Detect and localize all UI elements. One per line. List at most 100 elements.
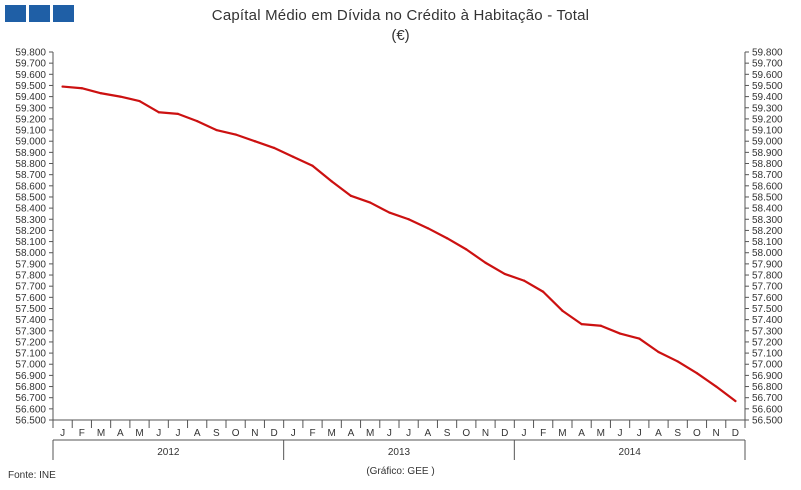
y-tick-label-left: 56.900 — [15, 371, 46, 382]
y-tick-label-right: 56.600 — [752, 404, 783, 415]
y-tick-label-left: 59.600 — [15, 70, 46, 81]
y-tick-label-left: 57.800 — [15, 271, 46, 282]
y-tick-label-left: 57.500 — [15, 304, 46, 315]
source-note: Fonte: INE — [8, 470, 56, 481]
y-tick-label-left: 56.700 — [15, 393, 46, 404]
data-point — [484, 261, 487, 264]
y-tick-label-left: 58.600 — [15, 181, 46, 192]
y-tick-label-right: 56.900 — [752, 371, 783, 382]
x-month-label: A — [348, 428, 355, 439]
data-point — [369, 201, 372, 204]
data-point — [99, 92, 103, 95]
x-month-label: D — [501, 428, 508, 439]
data-point — [561, 309, 564, 312]
y-tick-label-left: 59.300 — [15, 103, 46, 114]
x-month-label: M — [135, 428, 143, 439]
data-point — [311, 164, 314, 167]
y-tick-label-left: 56.500 — [15, 416, 46, 427]
y-tick-label-right: 58.200 — [752, 226, 783, 237]
data-point — [695, 372, 699, 375]
x-month-label: S — [674, 428, 681, 439]
data-point — [407, 218, 410, 221]
y-tick-label-right: 58.400 — [752, 204, 783, 215]
x-month-label: J — [406, 428, 411, 439]
data-point — [715, 385, 718, 388]
x-month-label: M — [558, 428, 566, 439]
data-point — [542, 290, 545, 293]
y-tick-label-right: 59.300 — [752, 103, 783, 114]
data-point — [522, 279, 526, 282]
data-point — [388, 211, 391, 214]
logo — [5, 5, 74, 22]
y-tick-label-right: 56.800 — [752, 382, 783, 393]
y-tick-label-right: 58.100 — [752, 237, 783, 248]
y-tick-label-right: 57.200 — [752, 337, 783, 348]
y-tick-label-left: 57.900 — [15, 259, 46, 270]
data-point — [215, 128, 218, 132]
x-month-label: S — [213, 428, 220, 439]
data-point — [292, 155, 295, 158]
data-point — [618, 332, 622, 335]
data-point — [580, 322, 583, 326]
data-point — [234, 133, 237, 136]
y-tick-label-left: 57.700 — [15, 282, 46, 293]
chart-subtitle: (€) — [391, 27, 410, 44]
data-point — [330, 180, 333, 183]
data-point — [272, 146, 276, 150]
y-tick-label-right: 56.500 — [752, 416, 783, 427]
x-month-label: A — [424, 428, 431, 439]
y-tick-label-right: 57.700 — [752, 282, 783, 293]
y-tick-label-right: 57.600 — [752, 293, 783, 304]
y-tick-label-right: 59.000 — [752, 137, 783, 148]
y-tick-label-right: 58.700 — [752, 170, 783, 181]
data-point — [503, 272, 506, 276]
x-month-label: M — [97, 428, 105, 439]
x-month-label: A — [578, 428, 585, 439]
y-tick-label-left: 58.200 — [15, 226, 46, 237]
data-point — [61, 85, 64, 88]
data-point — [445, 237, 449, 240]
y-tick-label-right: 59.500 — [752, 81, 783, 92]
y-tick-label-right: 58.000 — [752, 248, 783, 259]
x-month-label: S — [444, 428, 451, 439]
y-tick-label-right: 57.800 — [752, 271, 783, 282]
data-point — [465, 248, 468, 251]
credit-note: (Gráfico: GEE ) — [366, 466, 435, 477]
y-tick-label-left: 58.300 — [15, 215, 46, 226]
data-point — [253, 140, 256, 143]
x-month-label: J — [175, 428, 180, 439]
y-tick-label-right: 59.200 — [752, 114, 783, 125]
y-tick-label-right: 58.600 — [752, 181, 783, 192]
logo-block — [5, 5, 26, 22]
y-tick-label-left: 58.100 — [15, 237, 46, 248]
logo-block — [53, 5, 74, 22]
y-tick-label-right: 58.800 — [752, 159, 783, 170]
x-month-label: M — [597, 428, 605, 439]
x-year-label: 2014 — [619, 447, 642, 458]
data-point — [196, 120, 199, 123]
x-month-label: J — [387, 428, 392, 439]
y-tick-label-left: 59.800 — [15, 48, 46, 59]
y-tick-label-left: 56.600 — [15, 404, 46, 415]
y-tick-label-left: 57.200 — [15, 337, 46, 348]
data-point — [80, 87, 83, 90]
x-month-label: D — [732, 428, 739, 439]
data-point — [676, 360, 679, 363]
y-tick-label-left: 58.000 — [15, 248, 46, 259]
y-tick-label-left: 59.100 — [15, 126, 46, 137]
y-tick-label-right: 57.100 — [752, 349, 783, 360]
y-tick-label-left: 57.300 — [15, 326, 46, 337]
x-month-label: F — [540, 428, 546, 439]
series-line — [61, 85, 737, 403]
x-month-label: J — [291, 428, 296, 439]
data-point — [426, 227, 429, 230]
data-point — [138, 99, 141, 103]
data-point — [119, 95, 122, 98]
y-tick-label-right: 57.300 — [752, 326, 783, 337]
y-tick-label-right: 56.700 — [752, 393, 783, 404]
data-point — [657, 350, 660, 354]
data-point — [157, 111, 160, 114]
y-tick-label-right: 57.400 — [752, 315, 783, 326]
y-tick-label-left: 57.600 — [15, 293, 46, 304]
data-point — [734, 399, 737, 403]
